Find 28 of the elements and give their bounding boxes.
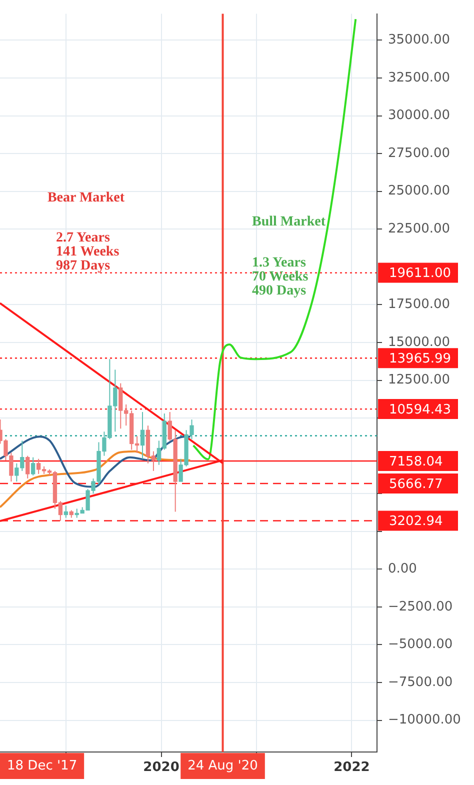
y-tick-label: 25000.00 <box>388 184 450 199</box>
annotation: Bull Market <box>252 214 326 230</box>
ref-line-label: 7158.04 <box>389 454 443 470</box>
y-tick-label: −5000.00 <box>388 637 453 652</box>
x-tick-label: 2020 <box>143 760 180 776</box>
y-tick-label: −10000.00 <box>388 712 461 728</box>
ref-line-label: 10594.43 <box>389 402 452 418</box>
annotation: 1.3 Years 70 Weeks 490 Days <box>252 256 309 299</box>
y-tick-label: 32500.00 <box>388 70 450 86</box>
annotation: Bear Market <box>47 190 125 206</box>
ref-line-label: 3202.94 <box>389 514 443 530</box>
y-tick-label: −2500.00 <box>388 599 453 614</box>
x-tick-label: 2022 <box>334 760 370 776</box>
y-tick-label: 12500.00 <box>388 372 450 388</box>
y-tick-label: 30000.00 <box>388 108 450 124</box>
y-tick-label: 17500.00 <box>388 297 450 312</box>
y-tick-label: 0.00 <box>388 562 417 577</box>
ref-line-label: 19611.00 <box>389 266 452 282</box>
y-tick-label: 35000.00 <box>388 32 450 48</box>
y-tick-label: −7500.00 <box>388 674 453 690</box>
ref-line-label: 24 Aug '20 <box>188 758 258 774</box>
ref-line-label: 5666.77 <box>389 476 443 492</box>
y-tick-label: 15000.00 <box>388 334 450 350</box>
ref-line-label: 13965.99 <box>389 351 452 366</box>
y-tick-label: 27500.00 <box>388 146 450 161</box>
text: 18 Dec '17 <box>7 758 78 774</box>
annotation: 2.7 Years 141 Weeks 987 Days <box>56 230 120 274</box>
y-tick-label: 22500.00 <box>388 222 450 237</box>
